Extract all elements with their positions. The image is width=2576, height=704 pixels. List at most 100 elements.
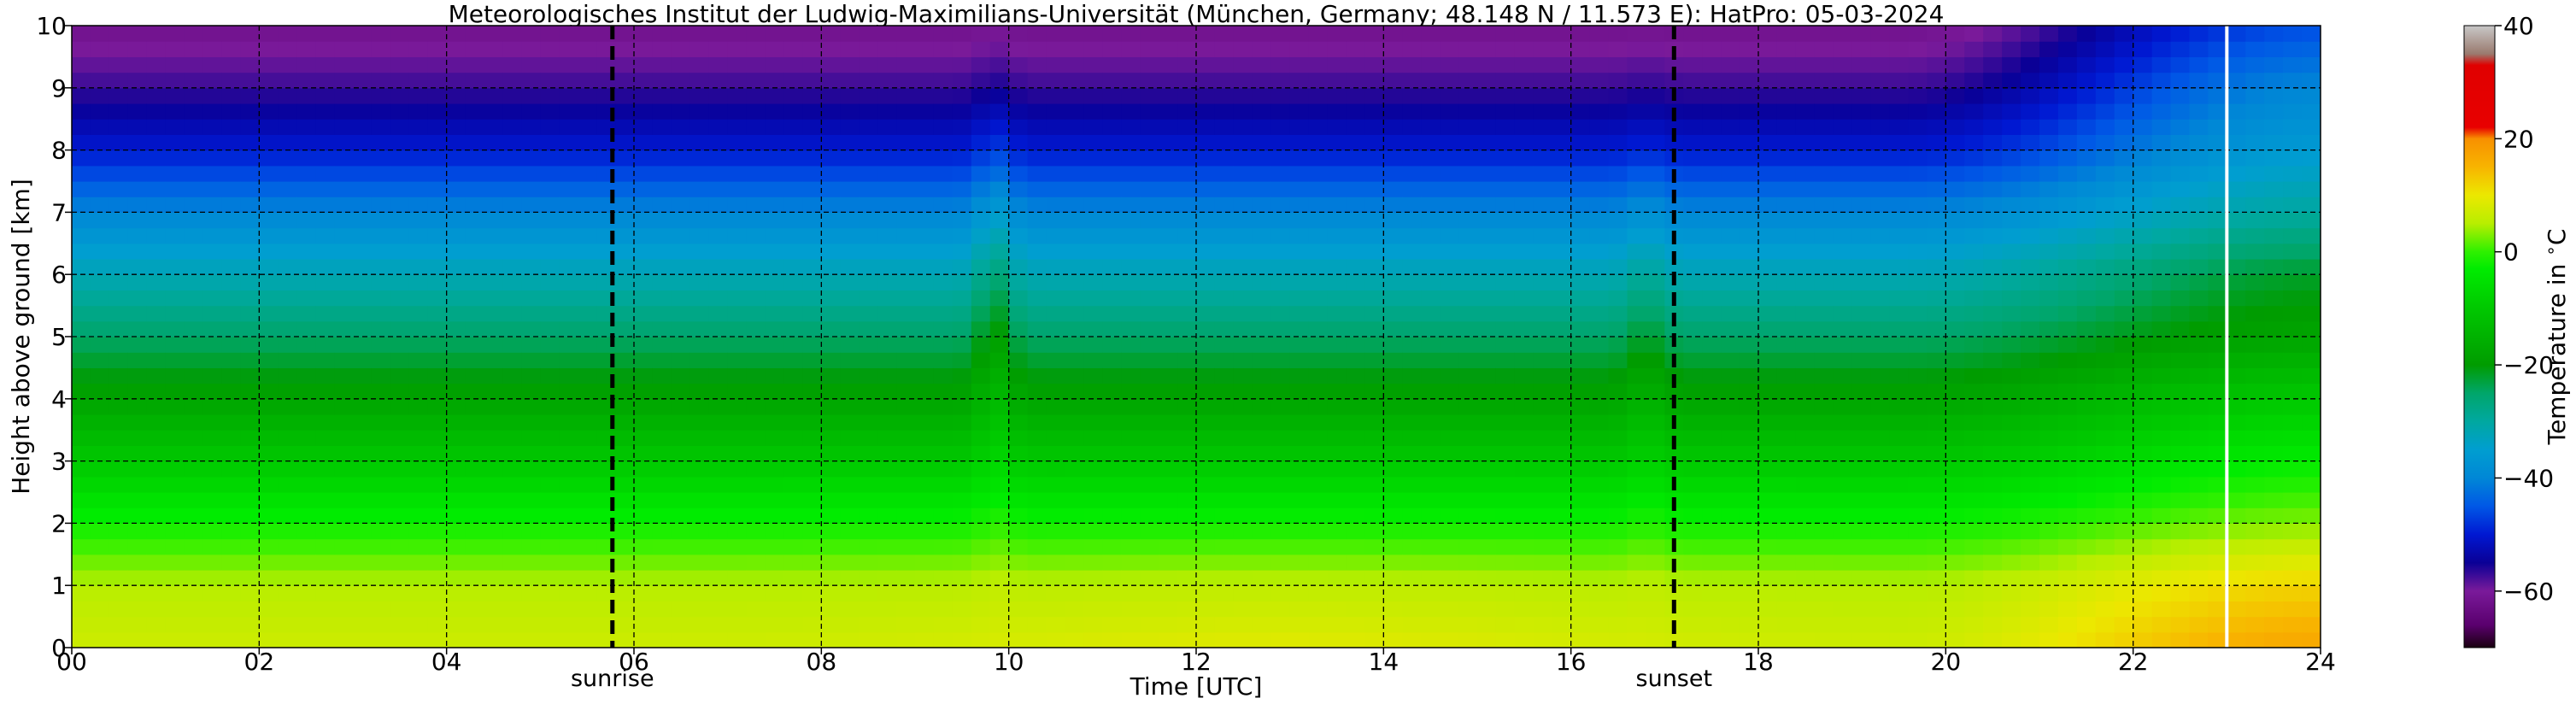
heatmap-cell (278, 398, 297, 415)
heatmap-cell (1589, 87, 1610, 104)
heatmap-cell (446, 274, 466, 290)
heatmap-cell (1908, 274, 1928, 290)
heatmap-cell (184, 259, 204, 275)
heatmap-cell (1308, 476, 1329, 493)
heatmap-cell (821, 274, 841, 290)
heatmap-cell (1514, 601, 1534, 618)
heatmap-cell (821, 554, 841, 571)
heatmap-cell (859, 87, 878, 104)
heatmap-cell (1552, 197, 1572, 213)
heatmap-cell (746, 212, 766, 229)
heatmap-cell (1364, 616, 1384, 633)
heatmap-cell (1927, 585, 1946, 601)
heatmap-cell (1421, 305, 1441, 322)
heatmap-cell (2114, 212, 2134, 229)
heatmap-cell (90, 290, 110, 307)
heatmap-cell (1196, 26, 1216, 42)
heatmap-cell (933, 461, 954, 478)
heatmap-cell (127, 119, 148, 135)
heatmap-cell (802, 337, 822, 353)
heatmap-cell (1177, 507, 1197, 524)
heatmap-cell (127, 398, 148, 415)
heatmap-cell (746, 305, 766, 322)
heatmap-cell (915, 383, 935, 400)
heatmap-cell (2170, 259, 2191, 275)
heatmap-cell (1065, 320, 1084, 337)
heatmap-cell (1383, 476, 1403, 493)
heatmap-cell (427, 72, 448, 89)
heatmap-cell (971, 445, 991, 462)
heatmap-cell (2264, 72, 2284, 89)
heatmap-cell (1083, 616, 1103, 633)
heatmap-cell (184, 165, 204, 182)
heatmap-cell (1514, 134, 1534, 151)
heatmap-cell (2208, 197, 2227, 213)
heatmap-cell (2151, 631, 2172, 648)
heatmap-cell (1421, 337, 1441, 353)
heatmap-cell (90, 56, 110, 73)
heatmap-cell (2076, 165, 2097, 182)
heatmap-cell (1664, 445, 1684, 462)
heatmap-cell (1440, 414, 1459, 431)
heatmap-cell (671, 134, 691, 151)
heatmap-cell (1608, 181, 1628, 197)
heatmap-cell (1552, 367, 1572, 384)
heatmap-cell (2021, 492, 2040, 508)
heatmap-cell (1233, 507, 1253, 524)
heatmap-cell (1964, 383, 1984, 400)
heatmap-cell (2151, 26, 2172, 42)
heatmap-cell (915, 585, 935, 601)
heatmap-cell (259, 165, 279, 182)
heatmap-cell (708, 367, 729, 384)
heatmap-cell (72, 212, 91, 229)
heatmap-cell (2114, 227, 2134, 244)
heatmap-cell (2227, 352, 2246, 368)
heatmap-cell (2151, 367, 2172, 384)
heatmap-cell (1702, 414, 1722, 431)
heatmap-cell (1833, 26, 1853, 42)
heatmap-cell (1327, 41, 1347, 57)
heatmap-cell (221, 41, 241, 57)
heatmap-cell (1627, 165, 1646, 182)
heatmap-cell (1458, 243, 1478, 260)
heatmap-cell (1889, 616, 1910, 633)
heatmap-cell (689, 259, 710, 275)
heatmap-cell (1102, 56, 1122, 73)
heatmap-cell (1721, 56, 1740, 73)
heatmap-cell (783, 461, 803, 478)
heatmap-cell (1383, 507, 1403, 524)
heatmap-cell (1140, 383, 1159, 400)
heatmap-cell (896, 398, 916, 415)
heatmap-cell (1140, 26, 1159, 42)
heatmap-cell (1776, 259, 1797, 275)
heatmap-cell (1552, 274, 1572, 290)
heatmap-cell (2133, 631, 2153, 648)
heatmap-cell (1889, 492, 1910, 508)
heatmap-cell (127, 320, 148, 337)
heatmap-cell (1402, 41, 1422, 57)
heatmap-cell (1721, 26, 1740, 42)
heatmap-cell (2057, 290, 2078, 307)
heatmap-cell (1140, 150, 1159, 167)
heatmap-cell (371, 26, 391, 42)
heatmap-cell (2057, 197, 2078, 213)
heatmap-cell (2302, 352, 2321, 368)
heatmap-cell (202, 41, 223, 57)
heatmap-cell (1327, 87, 1347, 104)
heatmap-cell (315, 461, 335, 478)
heatmap-cell (1270, 134, 1291, 151)
heatmap-cell (2245, 305, 2265, 322)
heatmap-cell (2208, 430, 2227, 446)
heatmap-cell (146, 367, 167, 384)
heatmap-cell (2057, 538, 2078, 555)
heatmap-cell (1421, 212, 1441, 229)
heatmap-cell (315, 337, 335, 353)
heatmap-cell (1721, 585, 1740, 601)
heatmap-cell (278, 134, 297, 151)
heatmap-cell (1233, 445, 1253, 462)
heatmap-cell (1683, 181, 1703, 197)
heatmap-cell (408, 476, 429, 493)
heatmap-cell (708, 181, 729, 197)
heatmap-cell (502, 507, 522, 524)
heatmap-cell (165, 212, 185, 229)
